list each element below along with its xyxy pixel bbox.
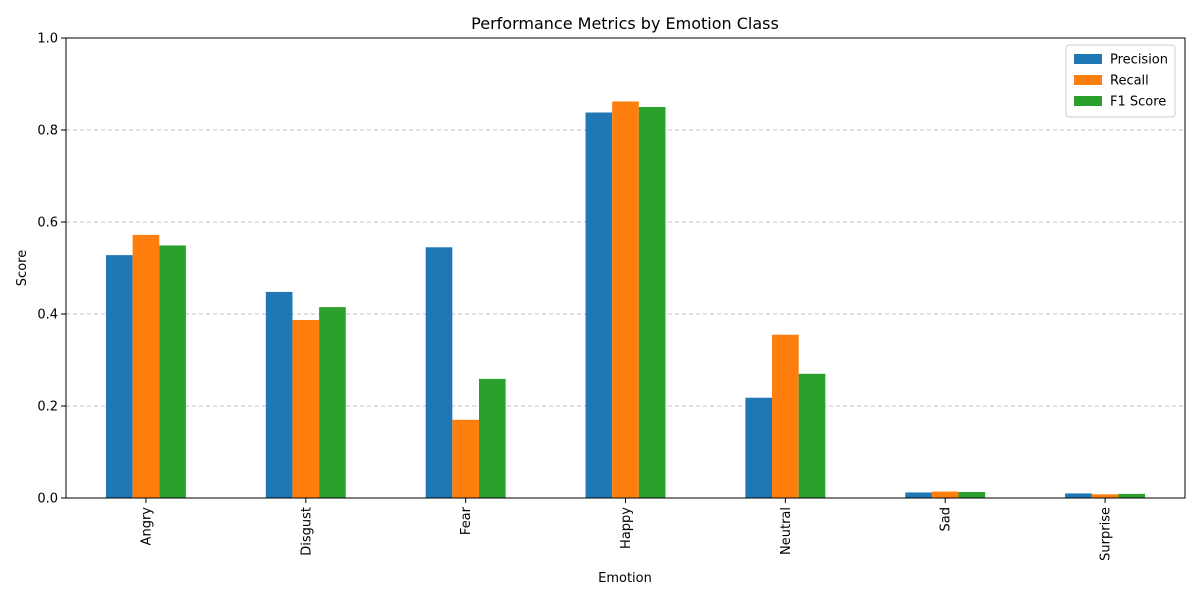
legend-swatch [1074, 54, 1102, 64]
x-axis-label: Emotion [598, 571, 652, 586]
bar-precision-disgust [265, 291, 293, 498]
bar-precision-happy [585, 112, 613, 499]
bar-recall-angry [132, 234, 160, 498]
bar-recall-sad [931, 491, 959, 498]
plot-frame [65, 37, 1186, 499]
bar-precision-angry [105, 255, 133, 498]
bar-recall-happy [612, 101, 639, 498]
bar-precision-sad [905, 492, 932, 498]
y-tick-label: 1.0 [37, 32, 58, 47]
bar-recall-surprise [1091, 494, 1119, 498]
bar-f1-score-fear [478, 378, 506, 498]
legend-swatch [1074, 75, 1102, 85]
y-tick-label: 0.0 [37, 492, 58, 507]
bar-f1-score-surprise [1118, 493, 1146, 498]
bar-precision-neutral [745, 397, 773, 498]
x-tick-label: Sad [939, 507, 954, 531]
bar-recall-disgust [292, 319, 320, 498]
bar-f1-score-neutral [798, 373, 826, 498]
x-tick-label: Surprise [1099, 507, 1114, 561]
y-tick-label: 0.6 [37, 216, 58, 231]
x-tick-label: Disgust [299, 507, 314, 556]
legend-swatch [1074, 96, 1102, 106]
x-tick-label: Fear [459, 506, 474, 535]
x-tick-label: Angry [139, 507, 154, 546]
y-tick-label: 0.4 [37, 308, 58, 323]
bar-f1-score-happy [638, 107, 666, 498]
x-tick-label: Neutral [779, 507, 794, 555]
bar-precision-fear [425, 247, 453, 498]
x-tick-label: Happy [619, 507, 634, 549]
y-axis-label: Score [15, 250, 30, 286]
bar-recall-fear [452, 419, 479, 498]
legend: Precision Recall F1 Score [1065, 44, 1176, 118]
axes-layer: Angry Disgust Fear Happy Neutral Sad Surprise 0… [37, 32, 1186, 561]
bar-f1-score-disgust [319, 307, 346, 498]
legend-label: Recall [1110, 74, 1149, 89]
bar-precision-surprise [1065, 493, 1092, 498]
bar-f1-score-sad [958, 492, 986, 498]
chart-title: Performance Metrics by Emotion Class [471, 14, 779, 33]
bars-layer [105, 101, 1146, 499]
y-tick-label: 0.2 [37, 400, 58, 415]
bar-recall-neutral [772, 334, 799, 498]
bar-f1-score-angry [159, 245, 186, 498]
legend-label: Precision [1110, 53, 1168, 68]
legend-label: F1 Score [1110, 95, 1166, 110]
y-tick-label: 0.8 [37, 124, 58, 139]
grid-layer [66, 129, 1185, 407]
